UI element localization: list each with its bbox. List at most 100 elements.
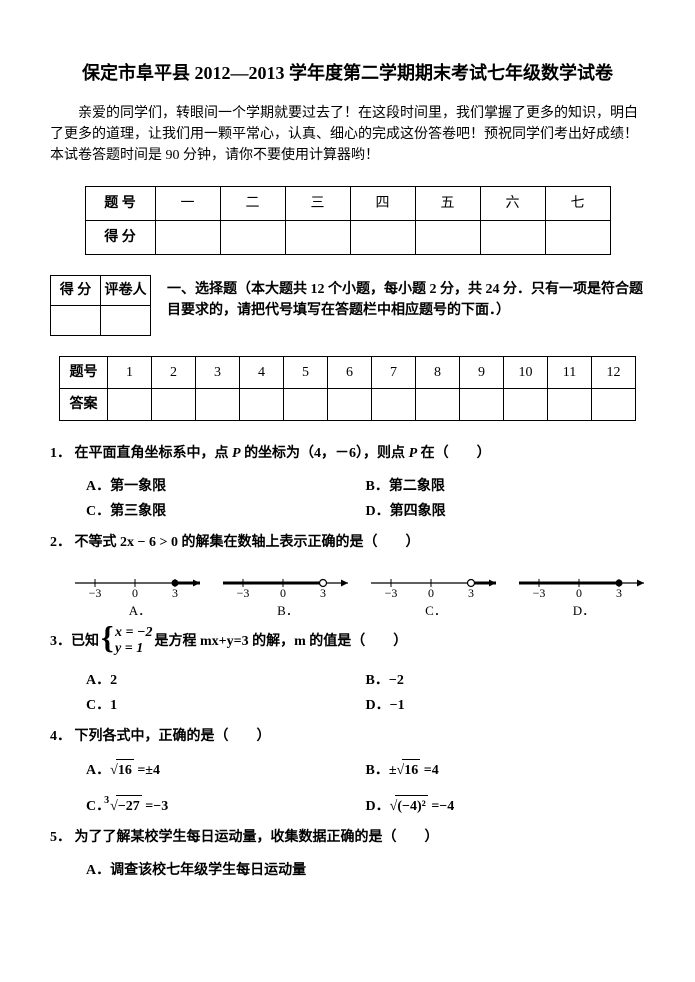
q2-num: 2． [50, 532, 71, 553]
q1-num: 1． [50, 443, 71, 464]
question-2: 2． 不等式 2x − 6 > 0 的解集在数轴上表示正确的是（ ） [50, 532, 645, 553]
number-line-d: −3 0 3 D． [514, 563, 654, 621]
q4-options: A．√16 =±4 B．±√16 =4 C．3√−27 =−3 D．√(−4)²… [86, 757, 645, 819]
q3-options: A．2 B．−2 C．1 D．−1 [86, 668, 645, 718]
answer-cell [416, 389, 460, 421]
section-title: 一、选择题（本大题共 12 个小题，每小题 2 分，共 24 分．只有一项是符合… [167, 275, 645, 321]
score-col: 六 [480, 187, 545, 221]
svg-text:−3: −3 [89, 586, 102, 599]
q1-var: P [409, 446, 418, 461]
nl-label-b: B． [218, 601, 358, 621]
score-cell [220, 221, 285, 255]
mini-score-label: 得 分 [51, 276, 101, 306]
q2-number-lines: −3 0 3 A． −3 0 3 B． −3 0 3 C． [70, 563, 645, 621]
mini-score-cell [101, 306, 151, 336]
q5-text: 为了了解某校学生每日运动量，收集数据正确的是（ ） [75, 830, 439, 845]
svg-text:3: 3 [468, 586, 474, 599]
answer-col: 7 [372, 357, 416, 389]
q4b-rad: 16 [402, 759, 420, 781]
q4-opt-a: A．√16 =±4 [86, 757, 366, 783]
answer-cell [372, 389, 416, 421]
answer-col: 6 [328, 357, 372, 389]
sqrt-icon: √16 [397, 759, 421, 781]
svg-text:−3: −3 [385, 586, 398, 599]
nl-svg-b: −3 0 3 [218, 563, 358, 599]
q1-opt-d: D．第四象限 [366, 499, 646, 524]
score-col: 二 [220, 187, 285, 221]
score-col: 三 [285, 187, 350, 221]
svg-text:0: 0 [132, 586, 138, 599]
question-3: 3． 已知 x = −2 y = 1 是方程 mx+y=3 的解，m 的值是（ … [50, 625, 645, 659]
score-table: 题 号 一 二 三 四 五 六 七 得 分 [85, 186, 611, 255]
score-row-label: 题 号 [85, 187, 155, 221]
q4c-rad: −27 [116, 795, 142, 817]
q1-opt-a: A．第一象限 [86, 474, 366, 499]
mini-score-table: 得 分评卷人 [50, 275, 151, 336]
svg-text:0: 0 [280, 586, 286, 599]
answer-cell [108, 389, 152, 421]
cuberoot-icon: 3√−27 [110, 795, 142, 817]
svg-text:3: 3 [172, 586, 178, 599]
score-cell [285, 221, 350, 255]
q1-text: 在平面直角坐标系中，点 [75, 446, 233, 461]
q4-opt-d: D．√(−4)² =−4 [366, 793, 646, 819]
q3-post: 是方程 mx+y=3 的解，m 的值是（ ） [154, 631, 407, 652]
score-cell [155, 221, 220, 255]
answer-col: 5 [284, 357, 328, 389]
svg-text:−3: −3 [533, 586, 546, 599]
q1-var: P [232, 446, 241, 461]
q1-text: 在（ ） [417, 446, 491, 461]
answer-col: 2 [152, 357, 196, 389]
answer-cell [592, 389, 636, 421]
q1-opt-b: B．第二象限 [366, 474, 646, 499]
answer-col: 1 [108, 357, 152, 389]
q5-opt-a: A．调查该校七年级学生每日运动量 [86, 858, 645, 883]
score-col: 一 [155, 187, 220, 221]
q4-opt-b: B．±√16 =4 [366, 757, 646, 783]
q4c-post: =−3 [142, 799, 168, 814]
answer-cell [504, 389, 548, 421]
svg-text:0: 0 [428, 586, 434, 599]
svg-text:3: 3 [616, 586, 622, 599]
q3-opt-c: C．1 [86, 693, 366, 718]
q4c-idx: 3 [104, 793, 109, 808]
score-cell [480, 221, 545, 255]
score-col: 七 [545, 187, 610, 221]
answer-col: 12 [592, 357, 636, 389]
nl-svg-c: −3 0 3 [366, 563, 506, 599]
q3-opt-b: B．−2 [366, 668, 646, 693]
score-cell [415, 221, 480, 255]
nl-label-d: D． [514, 601, 654, 621]
answer-row-label: 答案 [60, 389, 108, 421]
q3-pre: 已知 [71, 631, 99, 652]
mini-score-label: 评卷人 [101, 276, 151, 306]
answer-col: 3 [196, 357, 240, 389]
q5-options: A．调查该校七年级学生每日运动量 [86, 858, 645, 883]
q4-text: 下列各式中，正确的是（ ） [75, 729, 271, 744]
svg-text:−3: −3 [237, 586, 250, 599]
page-title: 保定市阜平县 2012—2013 学年度第二学期期末考试七年级数学试卷 [50, 60, 645, 87]
q3-sys1: x = −2 [115, 625, 152, 642]
q3-opt-d: D．−1 [366, 693, 646, 718]
answer-cell [196, 389, 240, 421]
answer-cell [284, 389, 328, 421]
answer-cell [240, 389, 284, 421]
answer-grid: 题号 1 2 3 4 5 6 7 8 9 10 11 12 答案 [59, 356, 636, 421]
answer-row-label: 题号 [60, 357, 108, 389]
intro-paragraph: 亲爱的同学们，转眼间一个学期就要过去了！在这段时间里，我们掌握了更多的知识，明白… [50, 103, 645, 166]
q4d-rad: (−4)² [395, 795, 428, 817]
score-cell [350, 221, 415, 255]
q1-text: 的坐标为（4，－6），则点 [241, 446, 409, 461]
question-5: 5． 为了了解某校学生每日运动量，收集数据正确的是（ ） [50, 827, 645, 848]
answer-cell [548, 389, 592, 421]
answer-col: 4 [240, 357, 284, 389]
number-line-b: −3 0 3 B． [218, 563, 358, 621]
q3-system: x = −2 y = 1 [101, 625, 152, 659]
nl-label-a: A． [70, 601, 210, 621]
q1-options: A．第一象限 B．第二象限 C．第三象限 D．第四象限 [86, 474, 645, 524]
q2-text: 不等式 2x − 6 > 0 的解集在数轴上表示正确的是（ ） [75, 535, 420, 550]
question-1: 1． 在平面直角坐标系中，点 P 的坐标为（4，－6），则点 P 在（ ） [50, 443, 645, 464]
answer-col: 10 [504, 357, 548, 389]
q4a-rad: 16 [116, 759, 134, 781]
answer-col: 11 [548, 357, 592, 389]
